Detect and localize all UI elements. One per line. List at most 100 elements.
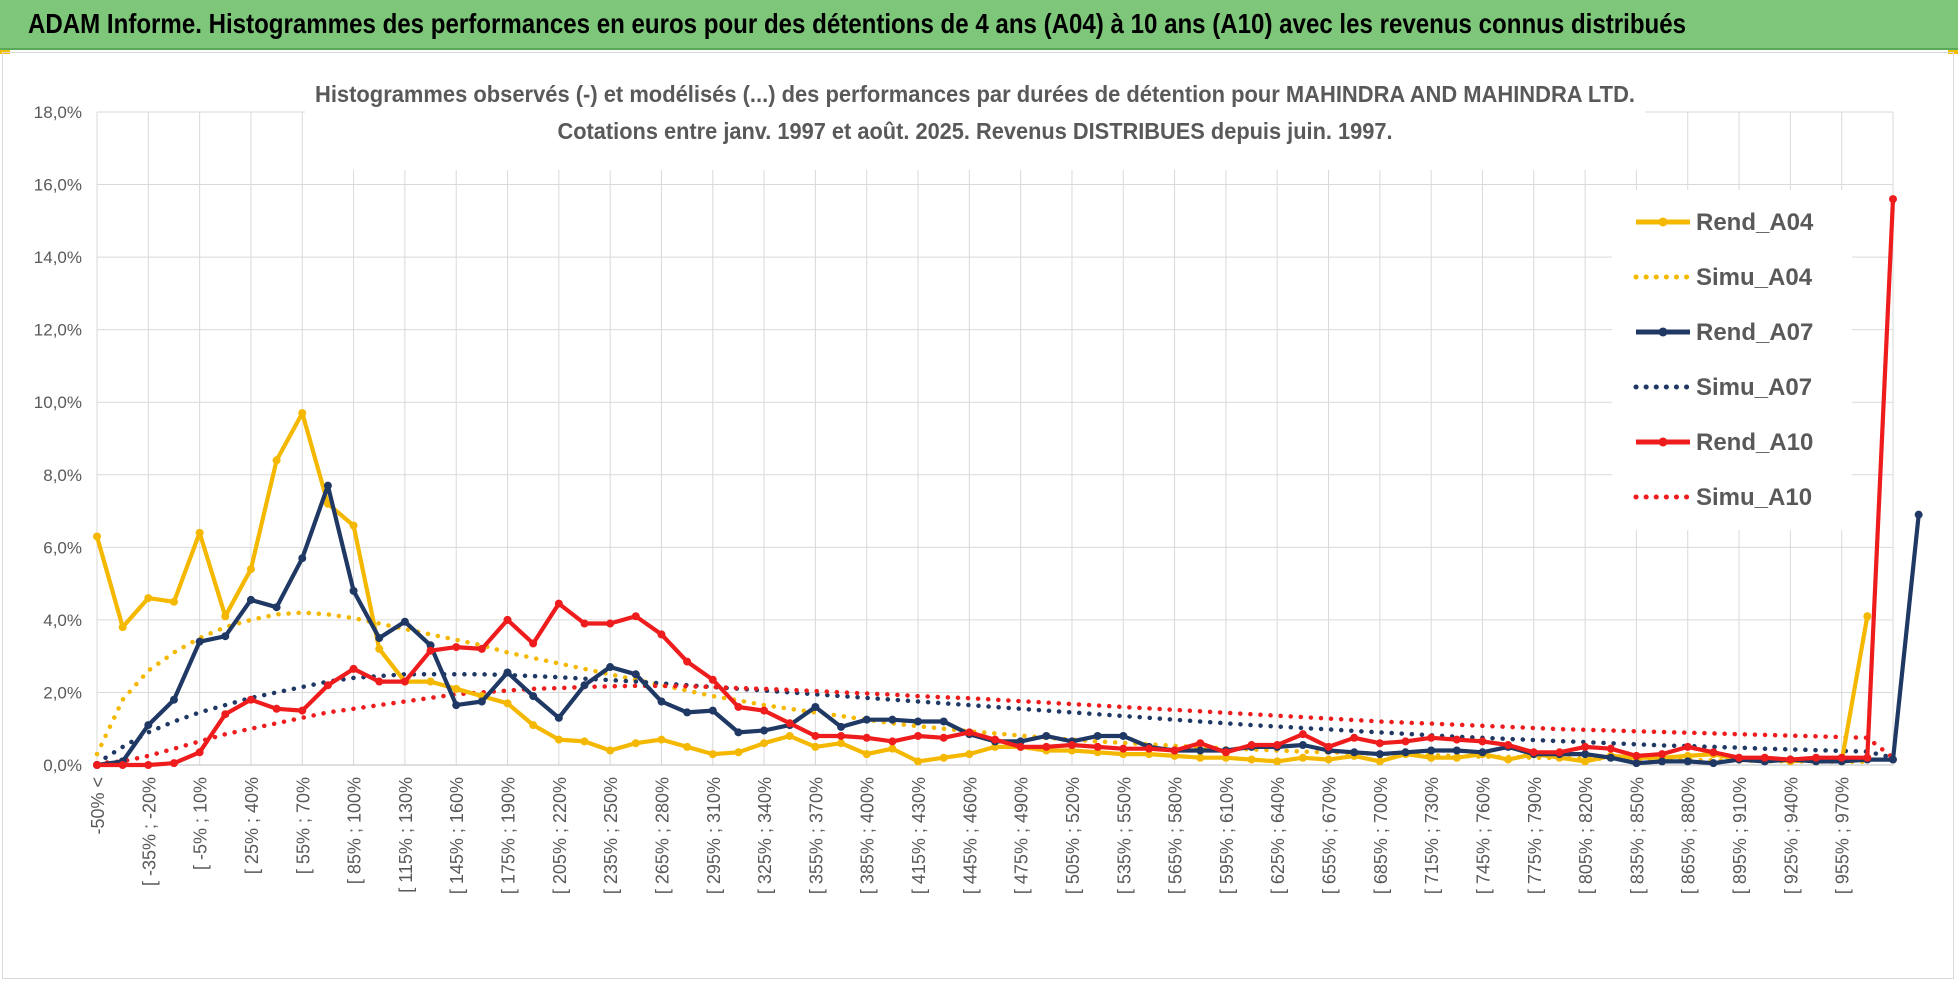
- data-point: [195, 748, 204, 757]
- x-tick-label: [ 85% ; 100%: [345, 777, 365, 884]
- data-point: [118, 761, 127, 769]
- data-point: [1298, 753, 1307, 762]
- data-point: [1658, 757, 1667, 766]
- data-point: [1760, 753, 1769, 762]
- data-point: [1196, 753, 1205, 762]
- y-tick-label: 2,0%: [43, 683, 82, 702]
- data-point: [1427, 753, 1436, 762]
- x-tick-label: [ 565% ; 580%: [1166, 777, 1186, 894]
- data-point: [93, 532, 101, 541]
- data-point: [1324, 742, 1333, 751]
- data-point: [298, 706, 307, 715]
- data-point: [1401, 737, 1410, 746]
- x-tick-label: [ 385% ; 400%: [858, 777, 878, 894]
- x-tick-label: [ 115% ; 130%: [396, 777, 416, 893]
- title-background: [305, 74, 1645, 170]
- data-point: [298, 554, 307, 563]
- data-point: [862, 715, 871, 724]
- data-point: [1375, 757, 1384, 766]
- data-point: [606, 746, 615, 755]
- legend-label: Simu_A04: [1696, 264, 1813, 291]
- data-point: [683, 742, 692, 751]
- data-point: [477, 644, 486, 653]
- x-tick-label: [ 175% ; 190%: [499, 777, 519, 894]
- data-point: [477, 697, 486, 706]
- x-tick-label: [ 835% ; 850%: [1627, 777, 1647, 894]
- x-tick-label: [ 625% ; 640%: [1268, 777, 1288, 894]
- x-tick-label: [ 715% ; 730%: [1422, 777, 1442, 894]
- x-tick-label: [ 745% ; 760%: [1473, 777, 1493, 894]
- data-point: [169, 597, 178, 606]
- data-point: [1119, 744, 1128, 753]
- y-tick-label: 4,0%: [43, 611, 82, 630]
- data-point: [1709, 748, 1718, 757]
- x-tick-label: [ -5% ; 10%: [191, 777, 211, 870]
- histogram-chart: Histogrammes observés (-) et modélisés (…: [34, 74, 1923, 894]
- data-point: [144, 761, 153, 769]
- data-point: [1632, 751, 1641, 760]
- data-point: [452, 684, 461, 693]
- data-point: [1863, 612, 1872, 621]
- data-point: [1606, 753, 1615, 762]
- data-point: [939, 733, 948, 742]
- data-point: [734, 702, 743, 711]
- data-point: [169, 695, 178, 704]
- data-point: [1324, 755, 1333, 764]
- data-point: [1478, 748, 1487, 757]
- data-point: [246, 595, 255, 604]
- x-tick-label: [ 925% ; 940%: [1781, 777, 1801, 894]
- x-tick-label: [ 55% ; 70%: [293, 777, 313, 874]
- series-line-simu-a07: [94, 672, 1896, 766]
- series-line-rend-a04: [94, 411, 1870, 764]
- data-point: [1683, 757, 1692, 766]
- data-point: [554, 599, 563, 608]
- data-point: [837, 731, 846, 740]
- x-tick-label: [ 205% ; 220%: [550, 777, 570, 894]
- data-point: [1889, 755, 1897, 764]
- data-point: [221, 612, 230, 621]
- report-title: ADAM Informe. Histogrammes des performan…: [28, 8, 1687, 39]
- data-point: [734, 748, 743, 757]
- data-point: [862, 750, 871, 759]
- data-point: [1683, 742, 1692, 751]
- data-point: [914, 757, 923, 766]
- data-point: [1196, 739, 1205, 748]
- x-tick-label: [ 355% ; 370%: [806, 777, 826, 894]
- x-tick-label: [ 865% ; 880%: [1679, 777, 1699, 894]
- legend: Rend_A04 Simu_A04 Rend_A07 Simu_A07 Rend_A10…: [1612, 190, 1852, 530]
- data-point: [965, 750, 974, 759]
- x-tick-label: [ 415% ; 430%: [909, 777, 929, 894]
- data-point: [965, 728, 974, 737]
- data-point: [1427, 746, 1436, 755]
- data-point: [1837, 753, 1846, 762]
- data-point: [1273, 741, 1282, 750]
- data-point: [426, 677, 435, 686]
- x-tick-label: [ 805% ; 820%: [1576, 777, 1596, 894]
- data-point: [529, 721, 538, 730]
- data-point: [349, 664, 358, 673]
- x-tick-label: [ 895% ; 910%: [1730, 777, 1750, 894]
- x-tick-label: [ 325% ; 340%: [755, 777, 775, 894]
- x-tick-label: [ 445% ; 460%: [960, 777, 980, 894]
- data-point: [683, 708, 692, 717]
- x-axis-ticks: -50% < [ -35% ; -20% [ -5% ; 10% [ 25% ; 40…: [88, 777, 1853, 894]
- data-point: [657, 697, 666, 706]
- data-point: [580, 681, 589, 690]
- data-point: [708, 675, 717, 684]
- data-point: [1427, 733, 1436, 742]
- x-tick-label: [ 505% ; 520%: [1063, 777, 1083, 894]
- data-point: [452, 701, 461, 710]
- data-point: [1196, 746, 1205, 755]
- data-point: [1735, 753, 1744, 762]
- legend-marker: [1658, 327, 1668, 337]
- y-tick-label: 0,0%: [43, 756, 82, 775]
- x-tick-label: [ 475% ; 490%: [1012, 777, 1032, 894]
- data-point: [1247, 755, 1256, 764]
- data-point: [1452, 753, 1461, 762]
- data-point: [939, 753, 948, 762]
- data-point: [375, 634, 384, 643]
- data-point: [503, 615, 512, 624]
- x-tick-label: [ 775% ; 790%: [1525, 777, 1545, 894]
- data-point: [1067, 741, 1076, 750]
